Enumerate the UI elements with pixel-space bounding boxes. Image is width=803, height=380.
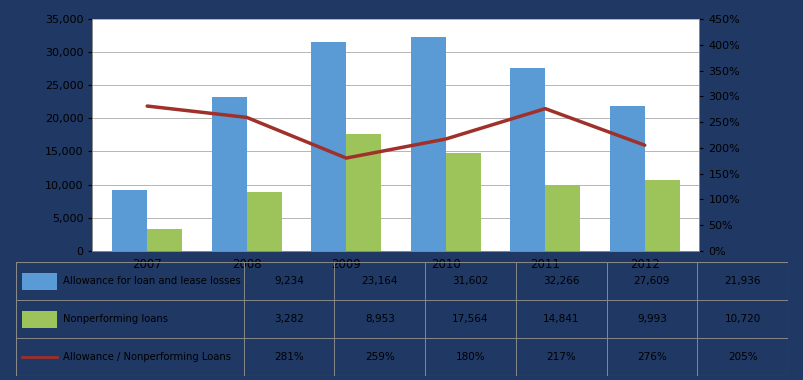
Bar	[410, 37, 445, 251]
Text: 276%: 276%	[636, 352, 666, 362]
Bar	[609, 106, 644, 251]
Text: 32,266: 32,266	[542, 276, 579, 286]
Text: Allowance for loan and lease losses: Allowance for loan and lease losses	[63, 276, 241, 286]
Text: 14,841: 14,841	[542, 314, 579, 324]
Text: 27,609: 27,609	[633, 276, 669, 286]
Bar	[247, 192, 281, 251]
Bar	[544, 185, 579, 251]
Bar	[346, 135, 381, 251]
Text: 217%: 217%	[545, 352, 576, 362]
Text: 17,564: 17,564	[452, 314, 488, 324]
Text: 180%: 180%	[455, 352, 485, 362]
Text: 9,993: 9,993	[636, 314, 666, 324]
Bar	[311, 41, 346, 251]
Text: 31,602: 31,602	[452, 276, 488, 286]
Bar	[147, 229, 181, 251]
Text: 3,282: 3,282	[274, 314, 304, 324]
Bar	[644, 180, 679, 251]
Text: 23,164: 23,164	[361, 276, 397, 286]
Text: 259%: 259%	[365, 352, 394, 362]
Text: 205%: 205%	[727, 352, 756, 362]
Bar	[22, 273, 57, 290]
Text: 21,936: 21,936	[724, 276, 760, 286]
Text: 8,953: 8,953	[365, 314, 394, 324]
Text: 281%: 281%	[274, 352, 304, 362]
Bar	[112, 190, 147, 251]
Text: Nonperforming loans: Nonperforming loans	[63, 314, 168, 324]
Bar	[212, 97, 247, 251]
Text: 10,720: 10,720	[724, 314, 760, 324]
Bar	[510, 68, 544, 251]
Bar	[445, 152, 480, 251]
Text: 9,234: 9,234	[274, 276, 304, 286]
Text: Allowance / Nonperforming Loans: Allowance / Nonperforming Loans	[63, 352, 231, 362]
Bar	[22, 311, 57, 328]
